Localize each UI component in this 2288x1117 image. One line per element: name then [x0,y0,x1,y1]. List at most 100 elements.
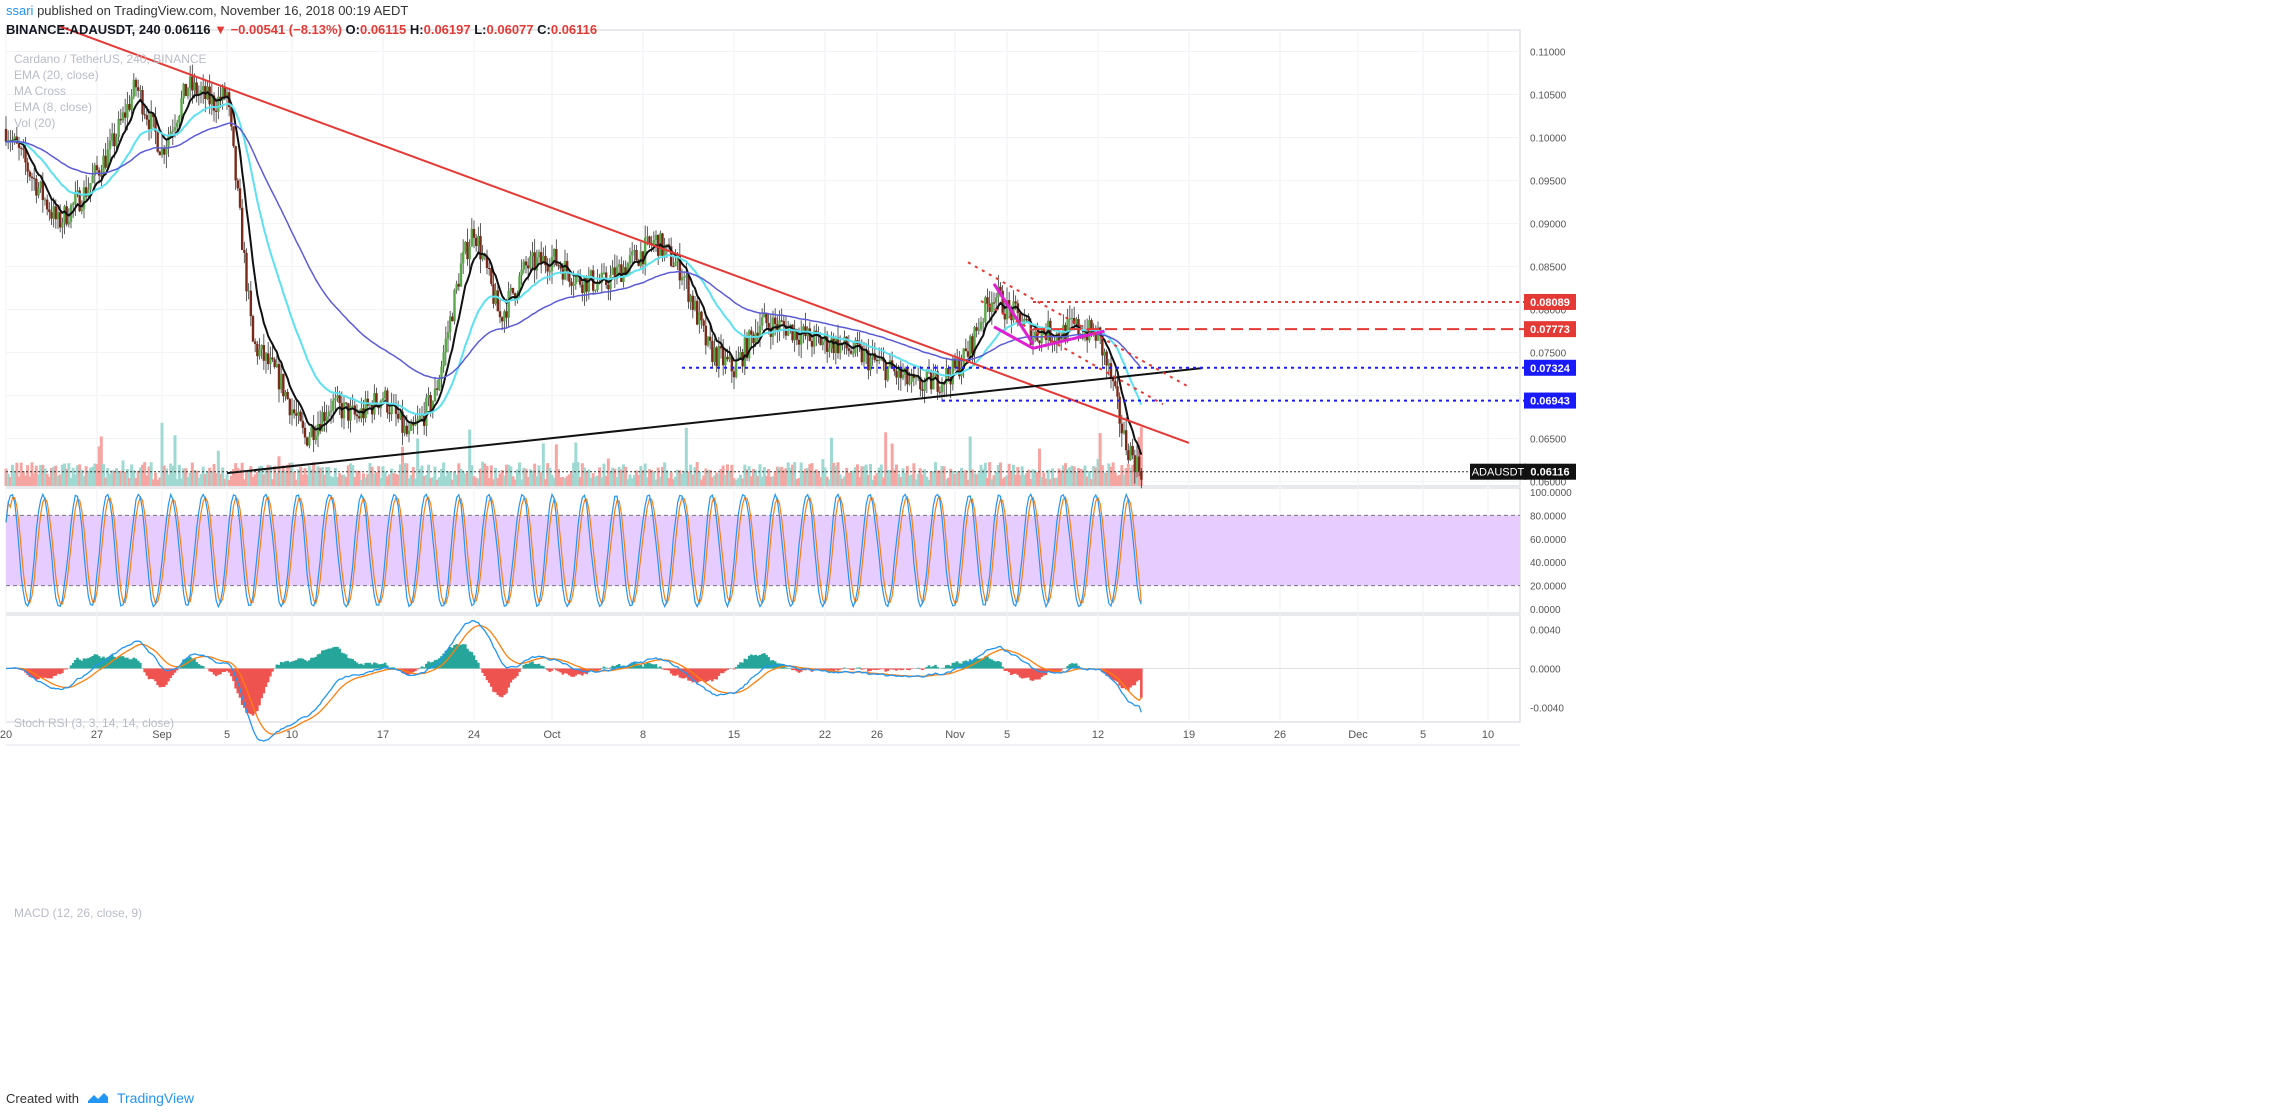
volume-bar [957,471,961,486]
volume-bar [762,467,766,486]
macd-histogram-bar [557,668,560,672]
volume-bar [914,479,918,486]
macd-histogram-bar [1140,668,1143,698]
volume-bar [554,444,558,486]
macd-histogram-bar [871,668,874,670]
candle-body [542,255,545,264]
stoch-tick-label: 40.0000 [1530,558,1567,569]
macd-histogram-bar [535,664,539,669]
macd-histogram-bar [342,653,346,669]
candle-body [607,284,610,290]
volume-bar [177,464,181,486]
macd-histogram-bar [251,668,255,716]
macd-histogram-bar [52,668,55,677]
macd-histogram-bar [539,665,543,669]
volume-bar [275,472,279,486]
volume-bar [531,470,534,486]
volume-bar [106,468,110,486]
macd-histogram-bar [691,668,695,683]
volume-bar [509,466,513,486]
macd-histogram-bar [243,668,246,708]
macd-histogram-bar [416,668,419,670]
volume-bar [8,476,12,486]
volume-bar [973,473,976,486]
volume-bar [91,466,95,486]
volume-bar [728,470,732,486]
volume-bar [149,462,153,486]
candle-body [481,254,484,260]
macd-histogram-bar [500,668,504,698]
candle-body [58,212,62,228]
macd-histogram-bar [186,658,190,669]
volume-bar [162,465,166,486]
candle-body [674,261,677,267]
x-tick-label: 22 [819,729,831,741]
volume-bar [825,476,829,486]
candle-body [251,316,255,342]
candle-body [992,302,996,304]
volume-bar [340,475,344,486]
volume-bar [665,470,669,486]
macd-histogram-bar [672,668,675,676]
candle-body [106,149,110,168]
candle-body [360,408,363,419]
level-price-label: 0.06943 [1530,396,1570,408]
macd-histogram-bar [48,668,51,679]
volume-bar [1014,474,1018,486]
volume-bar [385,476,389,486]
macd-histogram-bar [602,666,606,669]
macd-histogram-bar [669,668,673,674]
volume-bar [498,473,502,486]
candle-body [327,411,331,417]
volume-bar [706,470,710,486]
volume-bar [619,469,623,486]
volume-bar [437,477,441,486]
candle-body [32,178,36,180]
candle-body [572,284,575,286]
volume-bar [1042,472,1046,486]
volume-bar [507,464,511,486]
volume-bar [442,462,446,486]
candle-body [470,228,474,247]
volume-bar [871,479,875,486]
macd-histogram-bar [201,666,205,669]
macd-histogram-bar [381,663,385,669]
volume-bar [193,470,196,486]
volume-bar [24,475,27,486]
macd-histogram-bar [626,665,630,669]
candle-body [403,425,406,433]
macd-histogram-bar [1001,666,1004,669]
candle-body [401,411,404,433]
candle-body [633,250,636,252]
volume-bars [4,422,1143,486]
macd-histogram-bar [65,668,68,670]
candle-body [366,398,370,406]
volume-bar [715,472,719,486]
x-tick-label: 26 [871,729,883,741]
macd-histogram-bar [999,662,1002,669]
macd-histogram-bar [1057,668,1061,671]
candle-body [173,127,177,131]
volume-bar [288,463,292,486]
candle-body [338,395,341,404]
volume-bar [552,477,556,486]
volume-bar [1007,463,1011,486]
volume-bar [251,476,255,486]
volume-bar [769,476,773,486]
volume-bar [154,472,157,486]
macd-histogram-bar [375,663,378,669]
macd-histogram-bar [856,667,859,669]
volume-bar [700,479,703,486]
volume-bar [69,478,73,486]
username-link[interactable]: ssari [6,3,34,18]
candle-body [728,356,731,360]
candle-body [295,413,298,416]
candle-body [1053,340,1056,342]
volume-bar [858,477,862,486]
macd-histogram-bar [336,646,339,669]
tradingview-link[interactable]: TradingView [116,1090,195,1106]
macd-histogram-bar [758,655,762,669]
volume-bar [398,464,402,486]
candle-body [628,255,632,264]
